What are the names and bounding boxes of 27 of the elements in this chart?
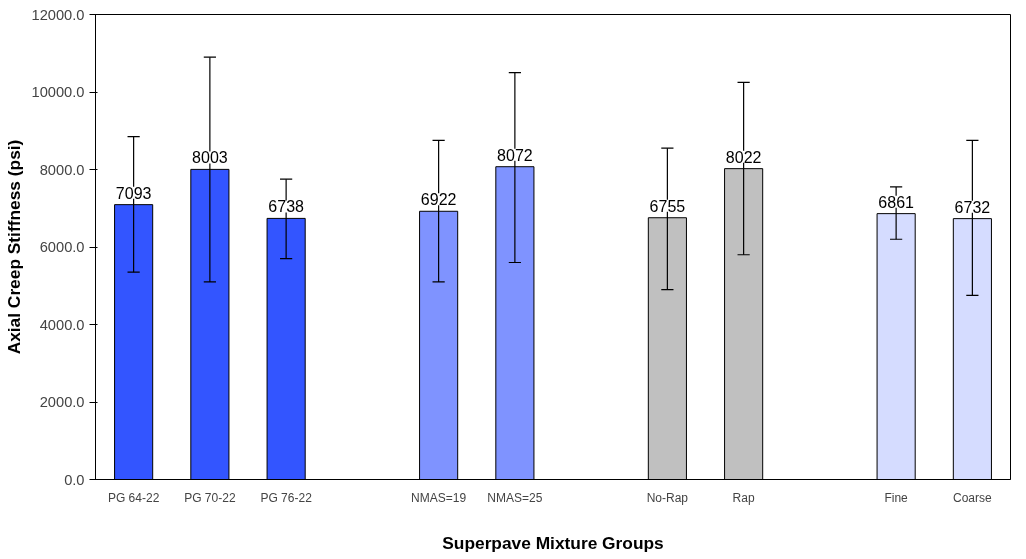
- y-tick-label: 6000.0: [39, 239, 85, 255]
- data-label: 8003: [192, 149, 228, 167]
- x-tick-label: Rap: [732, 490, 755, 505]
- x-tick-label: PG 76-22: [260, 490, 313, 505]
- x-tick-label: Fine: [884, 490, 909, 505]
- y-tick-label: 10000.0: [31, 84, 85, 100]
- data-label: 6861: [878, 193, 915, 211]
- y-tick-label: 12000.0: [31, 6, 85, 23]
- x-axis-title: Superpave Mixture Groups: [442, 532, 664, 553]
- data-label: 6755: [649, 197, 686, 215]
- y-tick-label: 2000.0: [39, 394, 85, 410]
- data-label: 8022: [725, 148, 762, 166]
- x-tick-label: PG 64-22: [107, 490, 160, 505]
- y-tick-label: 0.0: [64, 471, 85, 488]
- data-label: 6732: [954, 198, 991, 216]
- y-axis-title: Axial Creep Stiffness (psi): [3, 139, 24, 355]
- y-tick-label: 4000.0: [39, 316, 85, 333]
- data-label: 6922: [420, 191, 457, 209]
- x-tick-label: Coarse: [953, 490, 993, 505]
- y-tick-label: 8000.0: [39, 161, 85, 178]
- data-label: 7093: [115, 184, 152, 202]
- x-tick-label: No-Rap: [646, 490, 689, 505]
- data-label: 8072: [497, 146, 533, 164]
- x-tick-label: NMAS=25: [487, 490, 543, 505]
- x-tick-label: PG 70-22: [184, 490, 236, 505]
- data-label: 6738: [268, 198, 305, 216]
- x-tick-label: NMAS=19: [411, 490, 467, 505]
